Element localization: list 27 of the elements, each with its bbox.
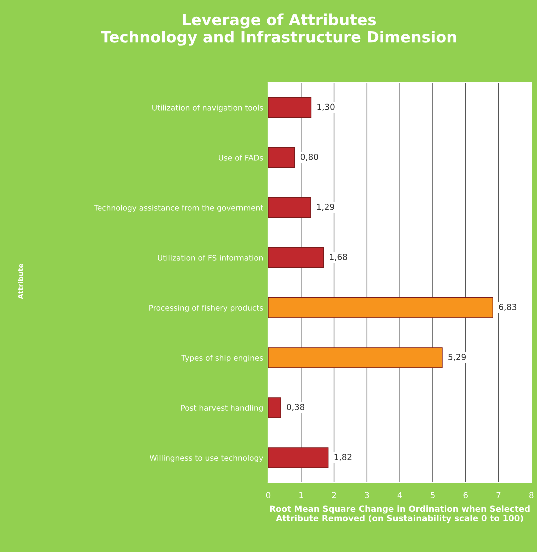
bar	[268, 97, 312, 118]
x-tick-label: 6	[464, 492, 468, 498]
data-label: 0,80	[300, 154, 318, 162]
x-tick-label: 4	[398, 492, 402, 498]
x-tick-label: 2	[332, 492, 336, 498]
x-tick-label: 1	[300, 492, 304, 498]
x-tick-label: 3	[365, 492, 370, 498]
bar	[268, 248, 324, 268]
bar	[268, 398, 282, 418]
bar	[268, 147, 296, 168]
data-label: 5,29	[448, 354, 466, 362]
chart-title: Leverage of Attributes Technology and Infrastructure Dimension	[101, 14, 456, 46]
data-label: 1,68	[330, 254, 348, 262]
x-tick-label: 5	[430, 492, 435, 498]
bar	[268, 448, 329, 468]
bar	[268, 198, 312, 218]
bar	[268, 348, 443, 368]
bar	[268, 298, 494, 318]
data-label: 1,82	[334, 454, 352, 462]
x-axis-title: Root Mean Square Change in Ordination when Selected Attribute Removed (on Sustainability scale 0 to 100)	[270, 506, 530, 524]
x-tick-label: 0	[266, 492, 271, 498]
data-label: 1,30	[318, 104, 335, 112]
data-label: 1,29	[317, 204, 334, 212]
data-label: 6,83	[499, 304, 517, 312]
data-label: 0,38	[287, 404, 305, 412]
x-tick-label: 8	[530, 492, 534, 498]
x-tick-label: 7	[496, 492, 501, 498]
